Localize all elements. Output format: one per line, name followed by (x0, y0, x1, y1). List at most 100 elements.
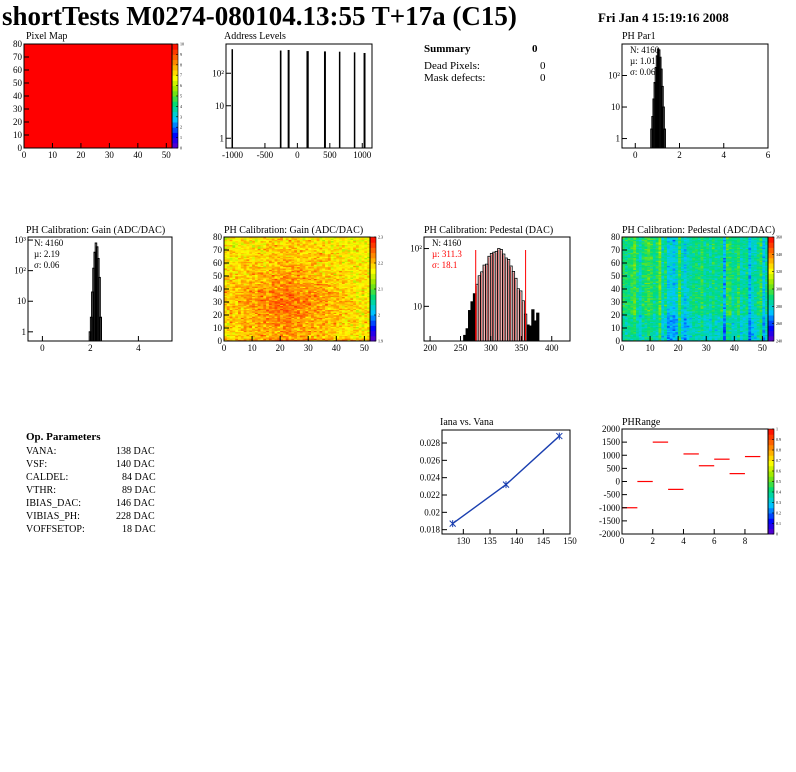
ph-gain-map-cell (330, 247, 334, 249)
ph-gain-map-cell (319, 244, 323, 247)
ph-gain-map-cell (294, 279, 298, 282)
ph-gain-map-cell (308, 274, 312, 277)
ph-gain-map-cell (285, 322, 289, 325)
ph-gain-map-cell (274, 311, 278, 313)
ph-pedestal-map-cell (624, 322, 628, 325)
ph-gain-map-cell (339, 286, 343, 288)
ph-gain-map-cell (330, 317, 334, 320)
ph-gain-map-cell (322, 277, 326, 279)
ph-gain-map-cell (294, 294, 298, 296)
ph-pedestal-map-cell (636, 248, 640, 251)
ph-gain-map-cell (246, 334, 250, 337)
ph-gain-map-cell (353, 243, 357, 246)
ph-gain-map-cell (249, 261, 253, 264)
ph-gain-map-cell (291, 279, 295, 282)
ph-pedestal-map-cell (636, 281, 640, 283)
ph-gain-map-cell (299, 277, 303, 279)
ph-gain-map-cell (364, 246, 368, 248)
ph-gain-map-cell (358, 324, 362, 326)
ph-pedestal-map-cell (630, 337, 634, 339)
ph-gain-map-cell (285, 272, 289, 274)
ph-gain-map-cell (274, 240, 278, 243)
ph-gain-map-cell (252, 312, 256, 314)
ph-gain-map-ytick-label: 80 (213, 232, 223, 242)
ph-gain-map-cell (268, 244, 273, 247)
ph-gain-map-cell (313, 315, 317, 317)
ph-gain-map-cell (316, 273, 320, 275)
ph-gain-map-cell (238, 337, 242, 339)
ph-gain-map-cell (358, 268, 362, 270)
ph-gain-map-cell (316, 328, 320, 330)
ph-gain-map-cell (268, 320, 273, 322)
ph-gain-map-cell (282, 294, 287, 296)
ph-gain-map-cell (308, 322, 312, 325)
ph-gain-map-cell (311, 305, 315, 308)
ph-gain-map-cell (341, 329, 346, 331)
ph-gain-map-cell (254, 278, 258, 281)
ph-gain-map-cell (350, 294, 354, 296)
ph-gain-hist-ytick-label: 10 (17, 296, 27, 306)
ph-gain-map-cell (319, 322, 323, 325)
ph-gain-map-cell (243, 316, 247, 318)
ph-gain-map-cell (330, 328, 334, 330)
ph-gain-map-cell (299, 278, 303, 281)
ph-gain-map-cell (274, 242, 278, 244)
ph-gain-map-cell (246, 320, 250, 322)
ph-gain-map-cell (266, 287, 270, 290)
ph-gain-map-cell (291, 237, 295, 239)
ph-gain-map-cell (285, 277, 289, 279)
ph-gain-map-cell (330, 268, 334, 270)
ph-gain-map-cell (355, 296, 360, 299)
ph-gain-map-cell (291, 322, 295, 325)
ph-gain-map-cell (305, 333, 309, 335)
ph-gain-map-cell (235, 260, 239, 262)
ph-gain-map-cell (364, 325, 368, 327)
ph-gain-map-cell (347, 326, 351, 329)
ph-pedestal-map-cell (627, 338, 631, 340)
ph-pedestal-map-cell (636, 335, 640, 338)
ph-gain-map-cell (294, 321, 298, 324)
ph-gain-map-cell (263, 330, 267, 333)
ph-gain-map-cell (260, 273, 264, 275)
ph-gain-map-cell (294, 268, 298, 270)
ph-gain-map-cell (229, 312, 233, 314)
ph-gain-map-cell (299, 318, 303, 321)
ph-gain-map-cell (252, 243, 256, 246)
ph-gain-map-cell (240, 303, 244, 305)
ph-gain-map-cell (344, 276, 348, 278)
ph-gain-map-cell (344, 257, 348, 260)
ph-gain-map-cell (274, 305, 278, 308)
ph-pedestal-map-cell (630, 313, 634, 316)
ph-gain-map-cell (288, 257, 292, 260)
ph-gain-map-cell (260, 320, 264, 322)
ph-gain-map-cell (294, 295, 298, 298)
ph-gain-map-cell (319, 251, 323, 253)
ph-pedestal-map-cell (624, 290, 628, 292)
ph-pedestal-map-cell (627, 329, 631, 331)
ph-gain-map-cell (246, 240, 250, 243)
ph-gain-map-cell (291, 292, 295, 295)
ph-gain-map-cell (226, 237, 230, 239)
ph-gain-map-cell (322, 247, 326, 249)
ph-pedestal-map-cell (622, 304, 626, 307)
ph-gain-map-cell (305, 318, 309, 321)
ph-gain-map-cell (355, 316, 360, 318)
ph-gain-map-cell (240, 294, 244, 296)
ph-pedestal-map-cell (624, 256, 628, 259)
ph-gain-map-cell (288, 303, 292, 305)
ph-gain-map-cell (339, 250, 343, 252)
ph-gain-map-cell (254, 266, 258, 269)
ph-gain-map-cell (367, 330, 371, 333)
ph-gain-map-cell (355, 260, 360, 262)
ph-gain-map-cell (316, 308, 320, 311)
ph-gain-map-cell (277, 290, 281, 292)
ph-gain-map-cell (266, 313, 270, 316)
ph-gain-map-cell (257, 277, 261, 279)
ph-gain-map-cell (266, 239, 270, 242)
ph-gain-map-cell (364, 295, 368, 298)
ph-gain-map-cell (336, 291, 340, 294)
ph-gain-map-cell (322, 252, 326, 255)
ph-gain-map-cell (252, 307, 256, 309)
ph-gain-map-cell (319, 317, 323, 320)
ph-gain-map-cell (277, 244, 281, 247)
